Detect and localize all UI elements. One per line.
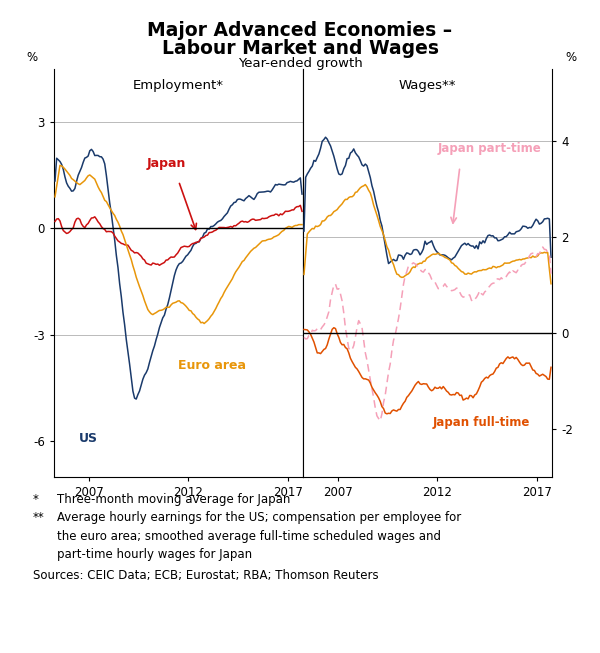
- Text: Three-month moving average for Japan: Three-month moving average for Japan: [57, 493, 290, 506]
- Text: the euro area; smoothed average full-time scheduled wages and: the euro area; smoothed average full-tim…: [57, 530, 441, 543]
- Text: Euro area: Euro area: [179, 358, 247, 372]
- Text: Major Advanced Economies –: Major Advanced Economies –: [148, 21, 452, 40]
- Text: Japan: Japan: [146, 157, 185, 170]
- Text: Year-ended growth: Year-ended growth: [238, 57, 362, 71]
- Text: Japan full-time: Japan full-time: [433, 416, 530, 428]
- Text: Sources: CEIC Data; ECB; Eurostat; RBA; Thomson Reuters: Sources: CEIC Data; ECB; Eurostat; RBA; …: [33, 569, 379, 582]
- Text: Employment*: Employment*: [133, 79, 224, 92]
- Text: Japan part-time: Japan part-time: [437, 142, 541, 155]
- Text: **: **: [33, 511, 45, 524]
- Text: %: %: [566, 52, 577, 65]
- Text: US: US: [79, 432, 98, 445]
- Text: part-time hourly wages for Japan: part-time hourly wages for Japan: [57, 548, 252, 561]
- Text: %: %: [26, 52, 38, 65]
- Text: Wages**: Wages**: [399, 79, 456, 92]
- Text: *: *: [33, 493, 39, 506]
- Text: Labour Market and Wages: Labour Market and Wages: [161, 39, 439, 58]
- Text: Average hourly earnings for the US; compensation per employee for: Average hourly earnings for the US; comp…: [57, 511, 461, 524]
